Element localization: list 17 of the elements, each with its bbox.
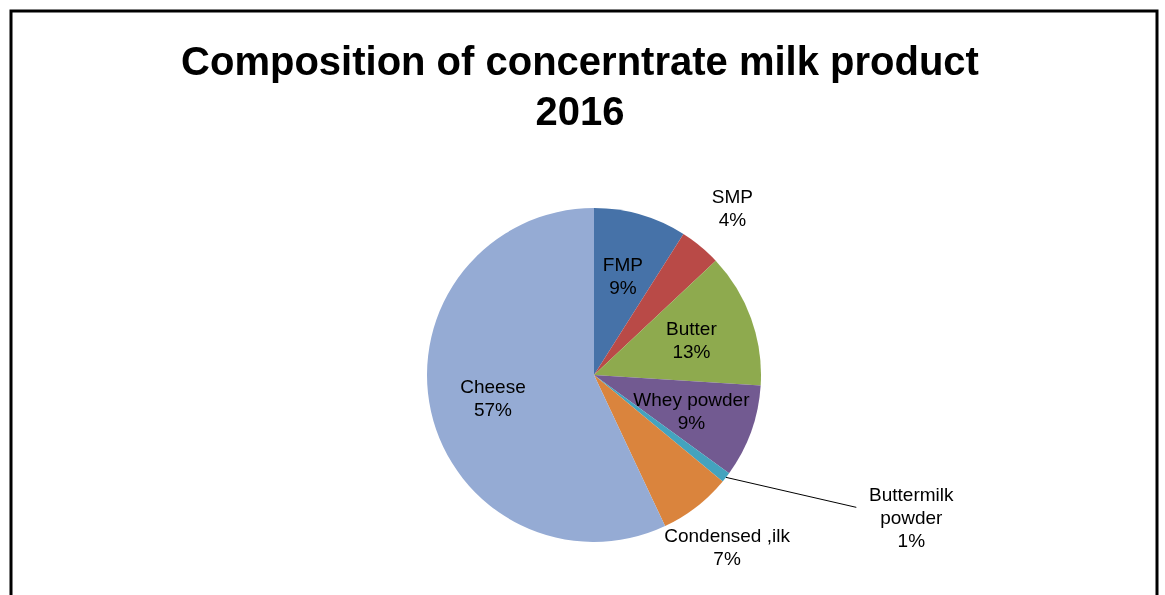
data-label: 1% [897, 530, 926, 552]
chart-title: Composition of concerntrate milk product 2016 [181, 39, 979, 133]
data-label: 9% [677, 411, 706, 433]
data-label: 13% [672, 341, 711, 363]
data-label: 7% [713, 548, 741, 570]
data-label: 57% [473, 399, 513, 421]
slice-label: Cheese [460, 376, 526, 398]
slice-label: Butter [666, 318, 718, 340]
pie-slice [594, 234, 716, 375]
data-label: 4% [718, 209, 747, 231]
slice-label: SMP [711, 186, 753, 208]
slice-label: Buttermilk powder [869, 484, 955, 529]
slice-label: Condensed ,ilk [664, 525, 791, 547]
pie-slice [594, 260, 761, 386]
slice-label: Whey powder [633, 388, 751, 410]
slice-label: FMP [602, 254, 643, 276]
data-label: 9% [609, 277, 637, 299]
